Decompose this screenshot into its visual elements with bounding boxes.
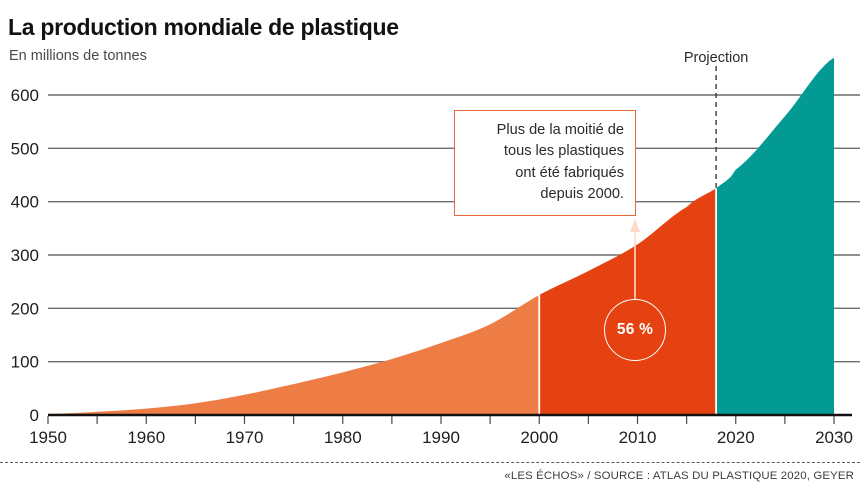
callout-box: Plus de la moitié de tous les plastiques… [454,110,636,217]
x-tick-label: 2030 [815,428,853,447]
x-tick-label: 2010 [619,428,657,447]
y-tick-label: 400 [11,193,39,212]
page-title: La production mondiale de plastique [8,14,399,40]
y-tick-label: 100 [11,353,39,372]
y-tick-label: 600 [11,86,39,105]
y-tick-label: 300 [11,246,39,265]
footer-credit: «LES ÉCHOS» / SOURCE : ATLAS DU PLASTIQU… [504,470,854,482]
callout-line-1: Plus de la moitié de [496,122,624,138]
status-badge: 56 % [604,299,666,361]
footer-divider [0,462,860,463]
x-axis-tick-labels: 1950 1960 1970 1980 1990 2000 2010 2020 2030 [29,428,853,447]
x-tick-label: 1970 [226,428,264,447]
callout-line-2: tous les plastiques [503,143,624,160]
callout-line-3: ont été fabriqués [515,164,624,181]
x-tick-label: 2020 [717,428,755,447]
callout-line-4: depuis 2000. [540,185,624,202]
x-tick-label: 1950 [29,428,67,447]
y-tick-label: 500 [11,139,39,158]
x-tick-label: 2000 [520,428,558,447]
projection-label: Projection [684,50,748,66]
y-tick-label: 0 [30,406,39,425]
x-tick-label: 1980 [324,428,362,447]
badge-label: 56 % [616,321,654,338]
y-tick-label: 200 [11,299,39,318]
callout-arrow [630,219,640,300]
y-axis-tick-labels: 0 100 200 300 400 500 600 [11,86,39,425]
x-axis-ticks [47,416,835,424]
projection-marker: Projection [684,50,748,189]
segment-dividers [538,188,717,415]
chart-subtitle: En millions de tonnes [9,48,147,64]
x-tick-label: 1990 [422,428,460,447]
x-tick-label: 1960 [127,428,165,447]
